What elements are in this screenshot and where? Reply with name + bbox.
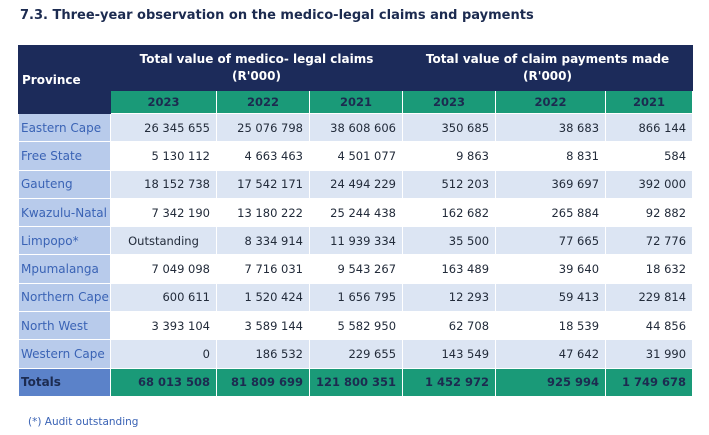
value-cell: 1 520 424: [216, 282, 310, 313]
value-cell: 38 608 606: [308, 112, 404, 143]
value-cell: 72 776: [605, 226, 694, 256]
value-cell: 12 293: [402, 282, 497, 313]
payments-header-line1: Total value of claim payments made: [425, 52, 670, 66]
table-row: Eastern Cape 26 345 655 25 076 798 38 608 6…: [18, 112, 694, 143]
value-cell: 186 532: [216, 339, 310, 369]
claims-group-header: Total value of medico- legal claims (R'0…: [109, 45, 404, 91]
claims-header-line1: Total value of medico- legal claims: [139, 52, 374, 66]
totals-value-cell: 121 800 351: [308, 367, 404, 397]
table-row: North West 3 393 104 3 589 144 5 582 950 62 …: [18, 311, 694, 341]
value-cell: 163 489: [402, 254, 497, 284]
value-cell: 13 180 222: [216, 197, 310, 228]
value-cell: 866 144: [605, 112, 694, 143]
claims-header-line2: (R'000): [232, 69, 281, 83]
value-cell: 584: [605, 141, 694, 171]
table-row: Northern Cape 600 611 1 520 424 1 656 795 12…: [18, 282, 694, 313]
value-cell: 5 130 112: [110, 141, 217, 171]
totals-value-cell: 925 994: [495, 367, 607, 397]
value-cell: 18 539: [495, 311, 607, 341]
year-header: 2023: [402, 90, 497, 114]
province-header: Province: [18, 45, 111, 114]
table-body: Eastern Cape 26 345 655 25 076 798 38 608 6…: [18, 112, 694, 397]
value-cell: 18 152 738: [110, 169, 217, 199]
value-cell: 44 856: [605, 311, 694, 341]
value-cell: 229 814: [605, 282, 694, 313]
year-header: 2022: [495, 90, 607, 114]
payments-header-line2: (R'000): [523, 69, 572, 83]
claims-table: Province Total value of medico- legal cl…: [18, 45, 694, 397]
value-cell: 47 642: [495, 339, 607, 369]
year-header: 2022: [216, 90, 310, 114]
value-cell: 18 632: [605, 254, 694, 284]
value-cell: 38 683: [495, 112, 607, 143]
year-header: 2023: [110, 90, 217, 114]
value-cell: 9 863: [402, 141, 497, 171]
value-cell: 92 882: [605, 197, 694, 228]
table-row: Western Cape 0 186 532 229 655 143 549 47 642…: [18, 339, 694, 369]
province-cell: Kwazulu-Natal: [18, 197, 111, 228]
value-cell: 3 393 104: [110, 311, 217, 341]
value-cell: 25 244 438: [308, 197, 404, 228]
value-cell: 3 589 144: [216, 311, 310, 341]
year-header: 2021: [308, 90, 404, 114]
province-cell: Mpumalanga: [18, 254, 111, 284]
value-cell: Outstanding: [110, 226, 217, 256]
section-title: 7.3. Three-year observation on the medic…: [20, 8, 534, 23]
table-row: Mpumalanga 7 049 098 7 716 031 9 543 267 163…: [18, 254, 694, 284]
value-cell: 8 831: [495, 141, 607, 171]
value-cell: 39 640: [495, 254, 607, 284]
table-row: Gauteng 18 152 738 17 542 171 24 494 229 512…: [18, 169, 694, 199]
value-cell: 143 549: [402, 339, 497, 369]
value-cell: 24 494 229: [308, 169, 404, 199]
value-cell: 35 500: [402, 226, 497, 256]
value-cell: 4 501 077: [308, 141, 404, 171]
province-cell: North West: [18, 311, 111, 341]
footnote: (*) Audit outstanding: [28, 416, 139, 428]
year-header: 2021: [605, 90, 694, 114]
value-cell: 62 708: [402, 311, 497, 341]
value-cell: 600 611: [110, 282, 217, 313]
totals-value-cell: 81 809 699: [216, 367, 310, 397]
province-cell: Free State: [18, 141, 111, 171]
totals-label: Totals: [18, 367, 111, 397]
value-cell: 7 716 031: [216, 254, 310, 284]
province-cell: Eastern Cape: [18, 112, 111, 143]
value-cell: 11 939 334: [308, 226, 404, 256]
value-cell: 31 990: [605, 339, 694, 369]
value-cell: 26 345 655: [110, 112, 217, 143]
value-cell: 17 542 171: [216, 169, 310, 199]
value-cell: 265 884: [495, 197, 607, 228]
totals-value-cell: 1 452 972: [402, 367, 497, 397]
table-row: Limpopo* Outstanding 8 334 914 11 939 334 35…: [18, 226, 694, 256]
value-cell: 512 203: [402, 169, 497, 199]
province-cell: Western Cape: [18, 339, 111, 369]
table-row: Kwazulu-Natal 7 342 190 13 180 222 25 244 4…: [18, 197, 694, 228]
value-cell: 1 656 795: [308, 282, 404, 313]
value-cell: 4 663 463: [216, 141, 310, 171]
value-cell: 59 413: [495, 282, 607, 313]
table-row: Free State 5 130 112 4 663 463 4 501 077 9 8…: [18, 141, 694, 171]
value-cell: 0: [110, 339, 217, 369]
value-cell: 162 682: [402, 197, 497, 228]
totals-value-cell: 68 013 508: [110, 367, 217, 397]
totals-value-cell: 1 749 678: [605, 367, 694, 397]
value-cell: 7 049 098: [110, 254, 217, 284]
value-cell: 7 342 190: [110, 197, 217, 228]
totals-row: Totals 68 013 508 81 809 699 121 800 351 1 4…: [18, 367, 694, 397]
payments-group-header: Total value of claim payments made (R'00…: [402, 45, 694, 91]
value-cell: 392 000: [605, 169, 694, 199]
value-cell: 5 582 950: [308, 311, 404, 341]
province-cell: Gauteng: [18, 169, 111, 199]
value-cell: 8 334 914: [216, 226, 310, 256]
province-cell: Limpopo*: [18, 226, 111, 256]
province-cell: Northern Cape: [18, 282, 111, 313]
value-cell: 350 685: [402, 112, 497, 143]
value-cell: 25 076 798: [216, 112, 310, 143]
value-cell: 9 543 267: [308, 254, 404, 284]
value-cell: 229 655: [308, 339, 404, 369]
value-cell: 369 697: [495, 169, 607, 199]
value-cell: 77 665: [495, 226, 607, 256]
